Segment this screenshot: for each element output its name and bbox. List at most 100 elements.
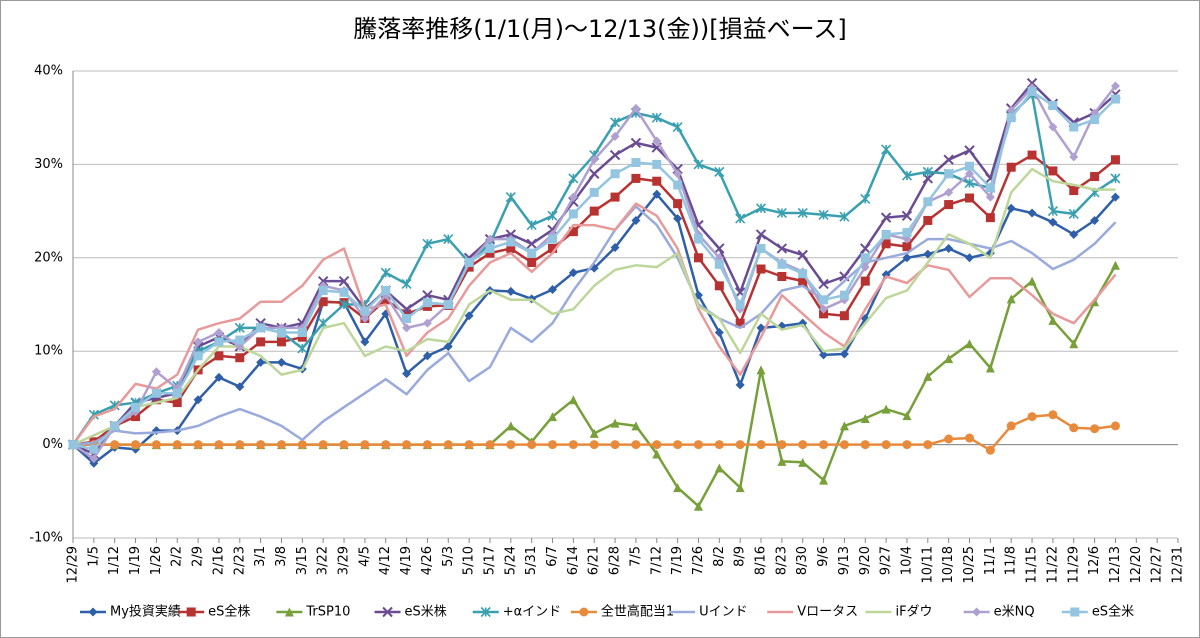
marker	[402, 314, 412, 324]
marker	[443, 342, 453, 352]
marker	[382, 606, 393, 618]
x-tick-label: 11/29	[1066, 546, 1081, 583]
marker	[860, 413, 870, 423]
marker	[276, 440, 286, 450]
marker	[798, 440, 808, 450]
marker	[505, 192, 516, 203]
marker	[693, 234, 703, 244]
marker	[464, 311, 474, 321]
marker	[1069, 229, 1079, 239]
x-tick-label: 3/1	[253, 546, 268, 567]
marker	[88, 607, 98, 617]
x-tick-label: 8/30	[795, 546, 810, 575]
marker	[755, 203, 767, 214]
marker	[965, 253, 975, 263]
marker	[880, 212, 892, 223]
series	[72, 167, 1116, 446]
marker	[338, 299, 350, 310]
marker	[297, 440, 307, 450]
marker	[235, 353, 245, 363]
marker	[714, 328, 724, 338]
marker	[89, 444, 99, 454]
marker	[276, 357, 286, 367]
marker	[151, 388, 161, 398]
marker	[68, 440, 78, 450]
marker	[443, 234, 454, 245]
marker	[402, 309, 412, 319]
marker	[839, 211, 850, 222]
marker	[965, 169, 975, 179]
x-tick-label: 9/13	[837, 546, 852, 575]
marker	[839, 349, 849, 359]
series-line	[72, 205, 1117, 446]
marker	[1069, 423, 1079, 433]
marker	[756, 440, 766, 450]
marker	[652, 189, 662, 199]
marker	[548, 285, 558, 295]
marker	[318, 297, 328, 307]
marker	[464, 440, 474, 450]
marker	[485, 248, 495, 258]
series	[71, 202, 1117, 446]
marker	[401, 303, 412, 315]
marker	[527, 257, 537, 267]
x-tick-label: 9/27	[879, 546, 894, 575]
x-tick-label: 9/20	[858, 546, 873, 575]
marker	[902, 253, 912, 263]
marker	[1110, 173, 1121, 184]
marker	[631, 421, 641, 431]
marker	[652, 440, 662, 450]
marker	[923, 215, 933, 225]
marker	[777, 440, 787, 450]
marker	[651, 112, 662, 123]
legend-label: e米NQ	[994, 605, 1035, 620]
marker	[422, 351, 432, 361]
marker	[652, 449, 662, 459]
marker	[1048, 122, 1058, 132]
marker	[402, 369, 412, 379]
marker	[964, 145, 975, 156]
marker	[526, 220, 537, 231]
y-tick-label: 20%	[34, 250, 63, 265]
marker	[214, 328, 224, 338]
marker	[631, 215, 641, 225]
marker	[797, 249, 808, 261]
marker	[235, 335, 245, 345]
x-tick-label: 6/21	[587, 546, 602, 575]
marker	[589, 187, 599, 197]
marker	[402, 323, 412, 333]
marker	[714, 463, 724, 473]
marker	[1006, 203, 1016, 213]
marker	[131, 412, 141, 422]
marker	[506, 286, 516, 296]
marker	[381, 440, 391, 450]
marker	[839, 440, 849, 450]
marker	[506, 243, 516, 253]
marker	[193, 337, 203, 347]
x-tick-label: 5/31	[524, 546, 539, 575]
marker	[714, 243, 725, 254]
series	[72, 205, 1117, 446]
marker	[819, 309, 829, 319]
marker	[755, 229, 767, 240]
x-tick-label: 5/24	[503, 546, 518, 575]
marker	[881, 440, 891, 450]
marker	[860, 243, 871, 254]
marker	[839, 421, 849, 431]
marker	[110, 440, 120, 450]
legend-label: 全世高配当1	[601, 604, 674, 620]
x-tick-label: 8/23	[774, 546, 789, 575]
marker	[485, 440, 495, 450]
marker	[339, 287, 349, 297]
marker	[819, 304, 829, 314]
legend-label: iFダウ	[895, 605, 932, 620]
marker	[777, 456, 787, 466]
marker	[860, 193, 871, 205]
marker	[568, 227, 578, 237]
marker	[630, 137, 642, 149]
marker	[818, 209, 829, 220]
marker	[735, 440, 745, 450]
marker	[819, 475, 829, 485]
marker	[579, 607, 589, 617]
series-line	[72, 167, 1116, 446]
